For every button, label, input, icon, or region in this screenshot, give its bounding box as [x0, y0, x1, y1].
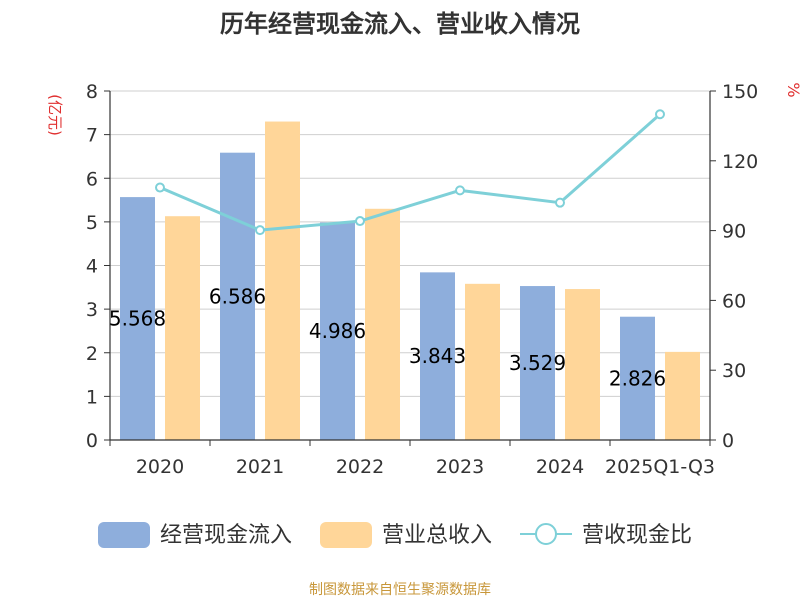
y-left-tick-label: 2: [86, 343, 98, 365]
y-left-tick-label: 0: [86, 430, 98, 452]
y-left-tick-label: 6: [86, 168, 98, 190]
ratio-point: [255, 225, 265, 236]
data-label: 2.826: [609, 366, 666, 390]
bar-revenue: [565, 289, 600, 440]
bar-cash-inflow: [620, 316, 655, 440]
ratio-point: [455, 185, 465, 196]
y-right-tick-label: 150: [722, 81, 758, 103]
y-left-tick-label: 4: [86, 256, 98, 278]
x-tick-label: 2020: [136, 456, 184, 478]
bar-revenue: [665, 351, 700, 440]
bar-cash-inflow: [520, 286, 555, 440]
x-tick-label: 2021: [236, 456, 284, 478]
legend-marker: [535, 523, 557, 545]
bar-cash-inflow: [420, 272, 455, 440]
bar-revenue: [165, 216, 200, 440]
y-right-tick-label: 60: [722, 290, 746, 312]
bar-revenue: [365, 208, 400, 440]
legend-label: 营业总收入: [382, 523, 492, 548]
y-right-tick-label: 0: [722, 430, 734, 452]
bar-cash-inflow: [320, 222, 355, 440]
y-right-tick-label: 90: [722, 221, 746, 243]
ratio-point: [655, 109, 665, 120]
bar-cash-inflow: [220, 152, 255, 441]
legend-label: 经营现金流入: [160, 523, 292, 548]
legend-label: 营收现金比: [582, 523, 692, 548]
x-tick-label: 2025Q1-Q3: [605, 456, 715, 478]
data-label: 4.986: [309, 319, 366, 343]
ratio-point: [555, 197, 565, 208]
data-label: 5.568: [109, 307, 166, 331]
y-axis-right-label: %: [784, 82, 800, 97]
ratio-line-group: [155, 109, 665, 236]
data-labels-group: 5.568 6.586 4.986 3.843 3.529 2.826: [109, 284, 666, 390]
source-note: 制图数据来自恒生聚源数据库: [309, 582, 491, 598]
y-left-tick-label: 7: [86, 125, 98, 147]
bar-cash-inflow: [120, 197, 155, 440]
y-right-tick-label: 120: [722, 151, 758, 173]
legend-swatch: [98, 522, 150, 548]
y-left-tick-label: 3: [86, 299, 98, 321]
y-axis-left-label: (亿元): [46, 94, 64, 136]
y-left-tick-label: 1: [86, 386, 98, 408]
legend-swatch: [320, 522, 372, 548]
bar-revenue: [465, 283, 500, 440]
y-right-tick-label: 30: [722, 360, 746, 382]
legend: 经营现金流入 营业总收入 营收现金比: [98, 522, 692, 548]
data-label: 3.529: [509, 351, 566, 375]
bar-revenue: [265, 121, 300, 440]
ratio-point: [355, 216, 365, 227]
x-tick-label: 2024: [536, 456, 584, 478]
y-left-tick-label: 8: [86, 81, 98, 103]
bars-group: [120, 121, 700, 441]
x-tick-label: 2023: [436, 456, 484, 478]
data-label: 3.843: [409, 344, 466, 368]
x-tick-label: 2022: [336, 456, 384, 478]
y-left-tick-label: 5: [86, 212, 98, 234]
axes-group: 0 1 2 3 4 5 6 7 8 0 30 60 90 120 150 2020 2021 2022 2023 20…: [86, 81, 758, 478]
chart-title: 历年经营现金流入、营业收入情况: [220, 10, 580, 38]
data-label: 6.586: [209, 284, 266, 308]
grid-lines: [110, 90, 710, 397]
ratio-point: [155, 182, 165, 193]
ratio-line: [159, 113, 661, 232]
